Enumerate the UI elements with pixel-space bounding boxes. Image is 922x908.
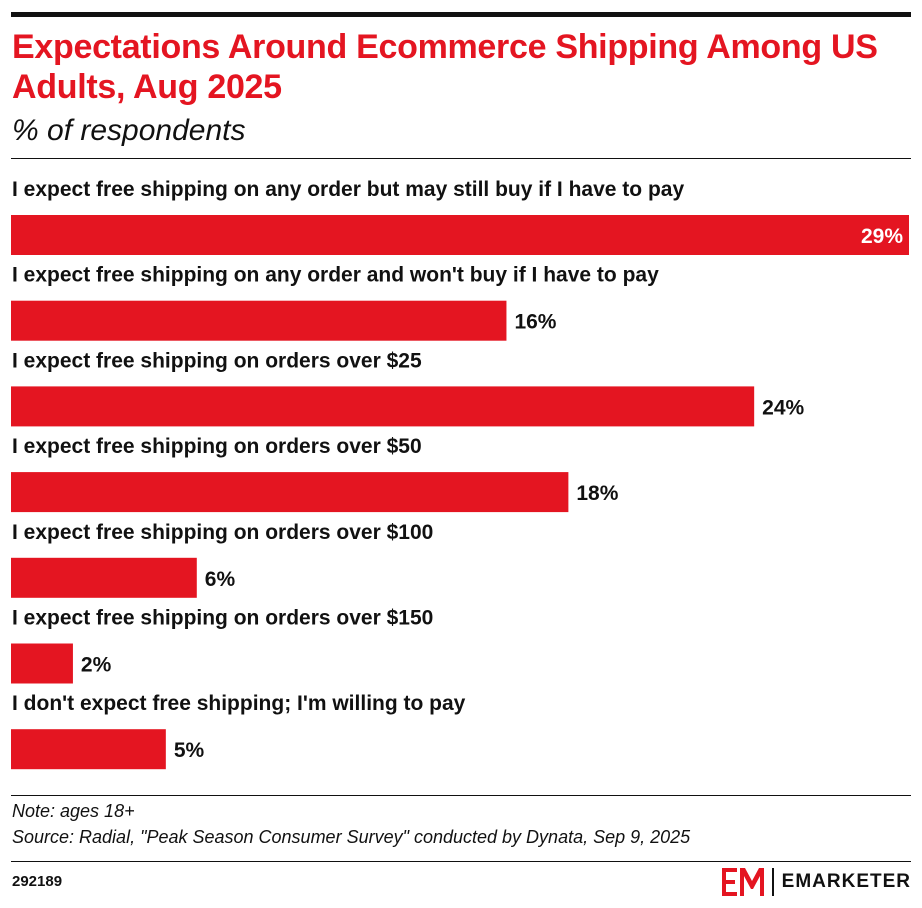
bar	[11, 300, 507, 341]
top-rule	[11, 12, 911, 17]
emarketer-logo-icon	[721, 868, 764, 896]
category-label: I don't expect free shipping; I'm willin…	[12, 692, 466, 715]
chart-note: Note: ages 18+	[12, 801, 135, 821]
bar-chart: I expect free shipping on any order but …	[11, 178, 909, 770]
header-divider	[11, 158, 911, 159]
value-label: 29%	[861, 225, 903, 248]
bar	[11, 472, 569, 513]
bar	[11, 386, 755, 427]
bar	[11, 643, 73, 684]
chart-subtitle: % of respondents	[12, 114, 246, 147]
bar	[11, 557, 197, 598]
chart-id: 292189	[12, 873, 63, 890]
value-label: 5%	[174, 739, 205, 762]
brand-name: EMARKETER	[781, 871, 911, 892]
bar	[11, 215, 909, 255]
value-label: 24%	[762, 396, 804, 419]
category-label: I expect free shipping on any order but …	[12, 178, 684, 201]
chart-source: Source: Radial, "Peak Season Consumer Su…	[12, 827, 691, 847]
value-label: 2%	[81, 654, 112, 677]
category-label: I expect free shipping on orders over $5…	[12, 435, 422, 458]
brand-divider	[771, 868, 774, 896]
footer-rule	[11, 861, 911, 862]
value-label: 16%	[514, 311, 556, 334]
brand-logo: EMARKETER	[721, 866, 911, 898]
category-label: I expect free shipping on orders over $2…	[12, 349, 422, 372]
chart-title: Expectations Around Ecommerce Shipping A…	[12, 28, 878, 106]
category-label: I expect free shipping on orders over $1…	[12, 607, 433, 630]
value-label: 18%	[576, 482, 618, 505]
category-label: I expect free shipping on orders over $1…	[12, 521, 433, 544]
footer-divider	[11, 795, 911, 796]
category-label: I expect free shipping on any order and …	[12, 264, 659, 287]
value-label: 6%	[205, 568, 236, 591]
bar	[11, 729, 166, 770]
